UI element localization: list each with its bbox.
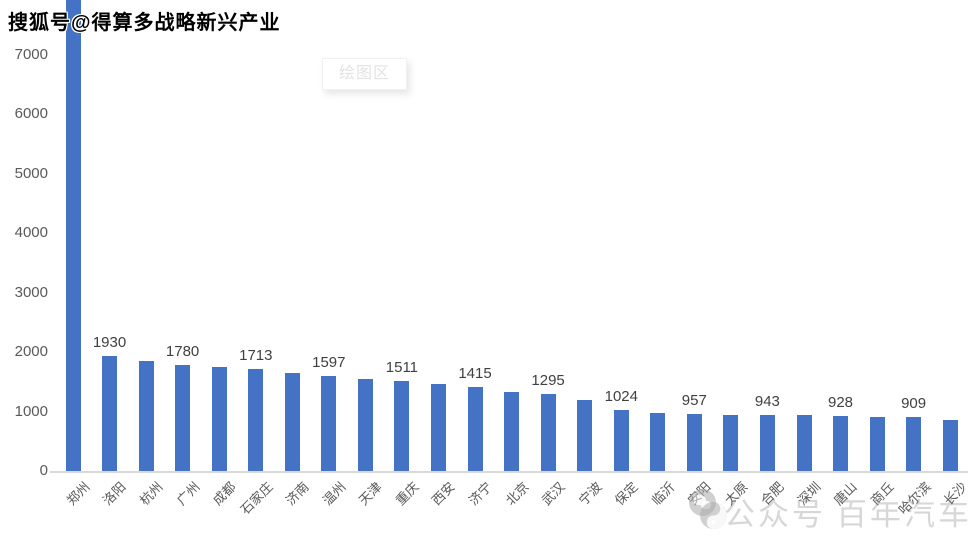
x-axis-label: 北京 <box>502 479 532 509</box>
bar <box>540 394 556 471</box>
bar-value-label: 1511 <box>385 359 419 377</box>
bar-value-label: 1295 <box>531 372 565 389</box>
y-axis-tick-label: 7000 <box>14 46 48 63</box>
x-axis-label: 保定 <box>611 479 641 509</box>
bar-value-label: 943 <box>754 393 780 410</box>
bar <box>431 383 446 471</box>
bar <box>65 0 81 471</box>
plot-area-tooltip: 绘图区 <box>322 58 407 90</box>
x-axis-line <box>50 471 968 473</box>
bar-value-label: 1597 <box>312 354 346 372</box>
x-axis-label: 天津 <box>356 479 386 509</box>
y-axis-tick-label: 2000 <box>14 343 48 361</box>
bar <box>248 369 264 471</box>
x-axis-label: 洛阳 <box>100 479 130 509</box>
x-axis-label: 西安 <box>429 479 459 509</box>
y-axis-tick-label: 4000 <box>14 224 48 242</box>
bar <box>833 415 848 471</box>
bar-value-label: 1024 <box>604 388 638 406</box>
x-axis-label: 济南 <box>283 479 313 509</box>
bar <box>577 400 593 471</box>
bar <box>723 414 739 471</box>
bar <box>796 415 812 471</box>
bar <box>138 361 154 471</box>
bar <box>284 372 300 471</box>
bar-value-label: 909 <box>901 395 927 412</box>
bar <box>759 415 775 471</box>
x-axis-label: 重庆 <box>392 479 422 509</box>
y-axis-tick-label: 1000 <box>14 402 48 420</box>
y-axis-tick-label: 0 <box>39 462 48 479</box>
taiji-icon <box>700 502 727 529</box>
watermark-prefix: 公众号 <box>724 497 826 532</box>
bar <box>175 365 191 471</box>
bar <box>394 381 410 471</box>
bar <box>686 414 702 471</box>
bar <box>357 378 373 471</box>
bar <box>906 417 922 471</box>
x-axis-label: 济宁 <box>465 479 495 509</box>
bar <box>650 413 666 471</box>
y-axis-tick-label: 5000 <box>14 164 48 182</box>
x-axis-label: 石家庄 <box>237 479 276 518</box>
x-axis-label: 温州 <box>319 479 349 509</box>
x-axis-label: 郑州 <box>63 479 93 509</box>
bar <box>102 356 117 471</box>
bar <box>467 386 483 471</box>
bar-value-label: 928 <box>827 393 854 411</box>
bar <box>613 410 629 471</box>
bar <box>321 376 337 471</box>
x-axis-label: 临沂 <box>648 479 678 509</box>
bar <box>211 367 227 471</box>
x-axis-label: 武汉 <box>538 479 568 509</box>
bar-value-label: 1780 <box>165 343 200 361</box>
bar <box>504 392 520 471</box>
bar-value-label: 957 <box>681 392 707 410</box>
x-axis-label: 广州 <box>173 479 203 509</box>
x-axis-label: 杭州 <box>136 479 166 509</box>
watermark-name: 百年汽车 <box>836 497 972 532</box>
bar-value-label: 1713 <box>239 347 273 365</box>
source-credit: 搜狐号@得算多战略新兴产业 <box>8 12 281 34</box>
bar <box>869 416 885 471</box>
y-axis-tick-label: 6000 <box>14 105 48 123</box>
bar-value-label: 1930 <box>92 334 127 352</box>
bar-value-label: 1415 <box>458 364 492 382</box>
bar <box>942 419 958 471</box>
y-axis-tick-label: 3000 <box>14 283 48 301</box>
x-axis-label: 宁波 <box>575 479 605 509</box>
